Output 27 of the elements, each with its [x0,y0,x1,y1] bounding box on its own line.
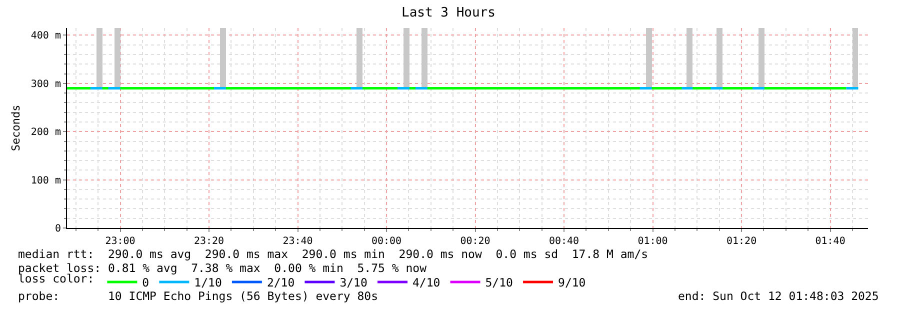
x-tick-label: 00:00 [371,236,402,247]
text: end: Sun Oct 12 01:48:03 2025 [678,289,879,303]
x-tick-label: 01:00 [638,236,668,247]
text: packet loss: 0.81 % avg 7.38 % max 0.00 % min 5.75 % now [18,261,427,275]
legend-label: 3/10 [340,275,368,290]
y-axis-title: Seconds [10,104,23,152]
x-tick-label: 23:40 [282,236,313,247]
y-tick-label: 400 m [30,30,61,42]
legend-label: 5/10 [485,275,514,290]
legend-label: 9/10 [558,275,586,290]
y-tick-label: 100 m [30,175,61,186]
y-tick-label: 200 m [30,127,61,138]
legend-label: 4/10 [412,275,440,290]
y-tick-label: 0 [54,224,61,234]
x-tick-label: 23:20 [194,236,224,247]
chart-title: Last 3 Hours [402,6,496,21]
legend-label: 1/10 [194,275,222,290]
x-tick-label: 01:20 [726,236,757,247]
y-tick-label: 300 m [30,78,61,90]
text: probe: 10 ICMP Echo Pings (56 Bytes) every 80s [18,289,378,303]
x-tick-label: 01:40 [815,236,846,247]
x-tick-label: 00:20 [460,236,490,247]
text: median rtt: 290.0 ms avg 290.0 ms max 290.0 ms min 290.0 ms now 0.0 ms sd 17.8 M am/s [18,247,648,261]
x-tick-label: 23:00 [105,236,136,247]
legend-label: 0 [142,275,150,290]
x-tick-label: 00:40 [548,236,580,247]
legend-label: 2/10 [266,275,295,290]
